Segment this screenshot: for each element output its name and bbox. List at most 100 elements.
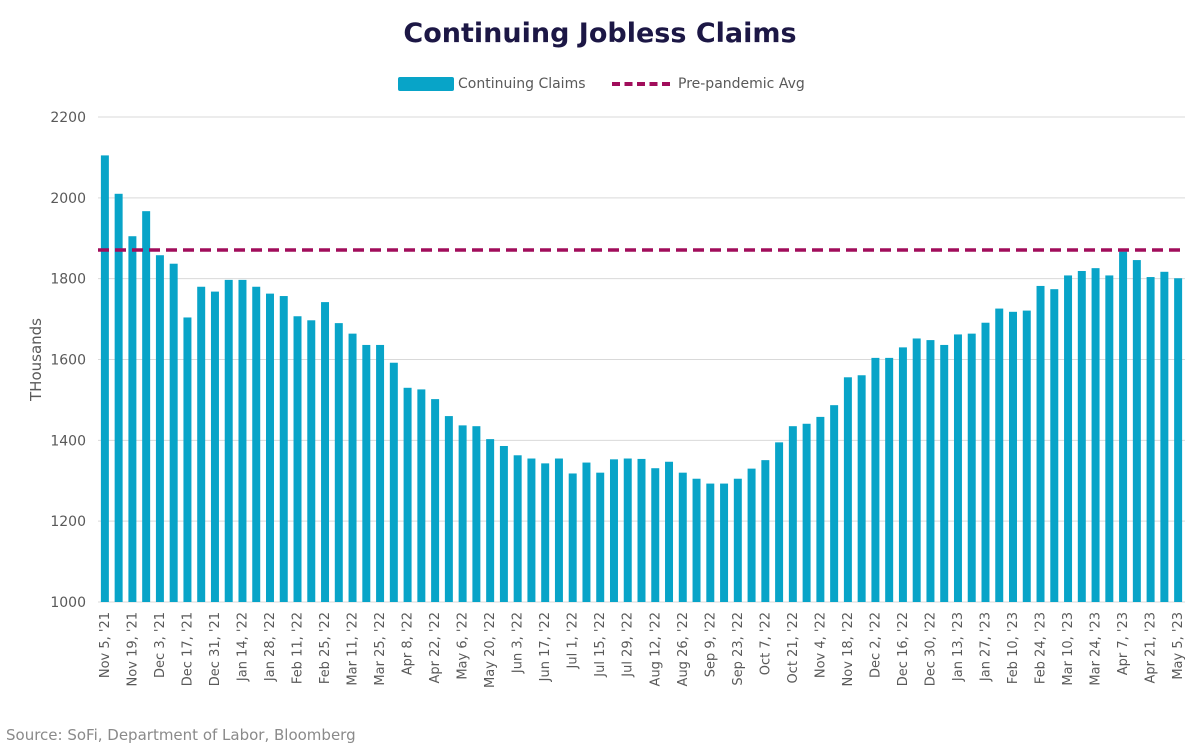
bar bbox=[1146, 277, 1155, 602]
legend-bar-swatch bbox=[398, 77, 454, 91]
bar bbox=[981, 322, 990, 602]
x-tick-label: Dec 16, '22 bbox=[896, 612, 911, 686]
bar bbox=[1105, 275, 1114, 602]
bar bbox=[1119, 251, 1128, 602]
bar bbox=[692, 478, 701, 602]
x-tick-label: Nov 18, '22 bbox=[841, 612, 856, 686]
bar bbox=[554, 458, 563, 602]
bar bbox=[527, 458, 536, 602]
bar bbox=[775, 442, 784, 602]
bar-chart: 1000 1200 1400 1600 1800 2000 2200 THousands Nov… bbox=[27, 110, 1186, 688]
bar bbox=[940, 344, 949, 602]
bar bbox=[1132, 260, 1141, 602]
x-tick-label: Nov 5, '21 bbox=[98, 612, 113, 678]
bar bbox=[830, 405, 839, 602]
bar bbox=[128, 236, 137, 602]
legend-label-pre-pandemic-avg: Pre-pandemic Avg bbox=[678, 76, 805, 92]
x-tick-label: Mar 10, '23 bbox=[1061, 612, 1076, 686]
bar bbox=[348, 333, 357, 602]
bar bbox=[458, 425, 467, 602]
bar bbox=[665, 461, 674, 602]
legend: Continuing Claims Pre-pandemic Avg bbox=[0, 76, 1200, 96]
bar bbox=[816, 416, 825, 602]
bar bbox=[403, 387, 412, 602]
x-tick-label: Sep 23, '22 bbox=[731, 612, 746, 686]
y-tick-label: 1200 bbox=[50, 514, 86, 530]
x-tick-label: May 20, '22 bbox=[483, 612, 498, 688]
bar bbox=[1064, 275, 1073, 602]
bar bbox=[1036, 285, 1045, 602]
x-tick-label: Sep 9, '22 bbox=[703, 612, 718, 677]
bar bbox=[720, 483, 729, 602]
x-tick-label: Dec 17, '21 bbox=[180, 612, 195, 686]
x-tick-label: Nov 4, '22 bbox=[813, 612, 828, 678]
bar bbox=[183, 317, 192, 602]
x-tick-label: Aug 12, '22 bbox=[648, 612, 663, 686]
bar bbox=[266, 293, 274, 602]
y-axis-label: THousands bbox=[27, 318, 45, 402]
bar bbox=[706, 483, 715, 602]
x-tick-label: Dec 3, '21 bbox=[153, 612, 168, 678]
x-tick-label: Jan 14, '22 bbox=[235, 612, 250, 682]
bar bbox=[279, 296, 288, 602]
bar bbox=[967, 333, 976, 602]
x-tick-label: Nov 19, '21 bbox=[125, 612, 140, 686]
x-tick-label: Apr 7, '23 bbox=[1116, 612, 1131, 675]
y-tick-label: 1400 bbox=[50, 433, 86, 449]
x-tick-label: Jun 17, '22 bbox=[538, 612, 553, 682]
x-tick-label: Oct 21, '22 bbox=[786, 612, 801, 684]
x-tick-label: Dec 31, '21 bbox=[208, 612, 223, 686]
x-tick-label: Feb 24, '23 bbox=[1034, 612, 1049, 684]
x-tick-label: Mar 24, '23 bbox=[1089, 612, 1104, 686]
x-tick-label: Feb 25, '22 bbox=[318, 612, 333, 684]
bar bbox=[568, 473, 577, 602]
bar bbox=[995, 308, 1004, 602]
bar bbox=[321, 302, 330, 602]
x-tick-label: Mar 11, '22 bbox=[346, 612, 361, 686]
bar bbox=[472, 426, 481, 602]
bar bbox=[1022, 310, 1031, 602]
bar bbox=[582, 462, 591, 602]
chart-title: Continuing Jobless Claims bbox=[403, 18, 797, 49]
bar bbox=[169, 263, 178, 602]
bar bbox=[871, 357, 880, 602]
bar bbox=[761, 460, 770, 602]
bar bbox=[376, 344, 385, 602]
bar bbox=[431, 399, 440, 602]
bar bbox=[843, 377, 852, 602]
bar bbox=[197, 286, 206, 602]
bar bbox=[678, 472, 687, 602]
x-tick-label: Feb 10, '23 bbox=[1006, 612, 1021, 684]
bar bbox=[1050, 289, 1059, 602]
bar bbox=[252, 286, 261, 602]
bar bbox=[898, 347, 907, 602]
bar bbox=[885, 357, 894, 602]
bar bbox=[155, 255, 164, 602]
bar bbox=[1009, 311, 1017, 602]
x-tick-label: Jan 28, '22 bbox=[263, 612, 278, 682]
bar bbox=[623, 458, 632, 602]
x-tick-label: May 5, '23 bbox=[1171, 612, 1186, 680]
x-tick-label: May 6, '22 bbox=[456, 612, 471, 680]
x-tick-label: Jan 13, '23 bbox=[951, 612, 966, 682]
bar bbox=[609, 459, 618, 602]
bar bbox=[1174, 278, 1183, 602]
legend-item-continuing-claims: Continuing Claims bbox=[398, 76, 586, 92]
x-tick-label: Feb 11, '22 bbox=[291, 612, 306, 684]
source-note: Source: SoFi, Department of Labor, Bloom… bbox=[6, 726, 356, 744]
bar bbox=[788, 426, 797, 602]
y-tick-label: 2000 bbox=[50, 191, 86, 207]
bar bbox=[1077, 270, 1086, 602]
bar bbox=[486, 439, 495, 602]
bar bbox=[926, 340, 935, 602]
y-tick-label: 1600 bbox=[50, 353, 86, 369]
bar bbox=[444, 416, 453, 602]
bar bbox=[747, 468, 756, 602]
x-tick-label: Jan 27, '23 bbox=[978, 612, 993, 682]
bar bbox=[307, 320, 316, 602]
bar bbox=[389, 362, 398, 602]
x-tick-label: Aug 26, '22 bbox=[676, 612, 691, 686]
y-tick-label: 1800 bbox=[50, 272, 86, 288]
x-tick-label: Oct 7, '22 bbox=[758, 612, 773, 675]
x-tick-label: Jul 15, '22 bbox=[593, 612, 608, 678]
